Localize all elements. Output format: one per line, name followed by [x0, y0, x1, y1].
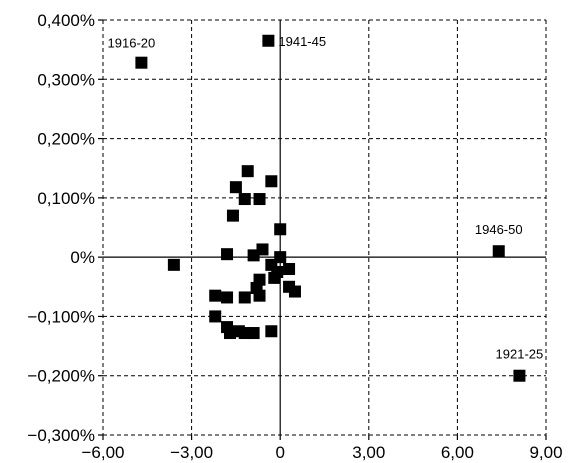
- data-point: [238, 291, 251, 304]
- y-tick-label: 0,200%: [37, 130, 95, 149]
- data-point: [135, 56, 148, 69]
- x-tick-label: −6,00: [81, 443, 124, 462]
- data-point: [274, 223, 287, 236]
- y-tick-label: 0,300%: [37, 70, 95, 89]
- data-point: [283, 263, 296, 275]
- data-point: [268, 271, 281, 284]
- data-point: [167, 258, 180, 271]
- y-tick-label: 0,100%: [37, 189, 95, 208]
- data-point: [238, 193, 251, 206]
- data-point: [253, 289, 266, 302]
- y-tick-label: 0,400%: [37, 11, 95, 30]
- x-tick-label: 9,00: [529, 443, 562, 462]
- y-tick-label: −0,200%: [27, 367, 95, 386]
- data-point: [221, 291, 234, 304]
- point-annotation: 1946-50: [475, 222, 523, 237]
- x-tick-label: −3,00: [170, 443, 213, 462]
- data-point: [209, 310, 222, 323]
- x-tick-labels: −6,00 −3,00 0 3,00 6,00 9,00: [81, 443, 562, 462]
- data-point: [265, 175, 278, 188]
- y-tick-label: 0%: [70, 248, 95, 267]
- data-point: [241, 165, 254, 178]
- data-point: [247, 249, 260, 262]
- data-point: [221, 248, 234, 261]
- data-point: [229, 181, 242, 194]
- x-tick-label: 0: [275, 443, 284, 462]
- grid-lines: [102, 19, 547, 436]
- data-point: [262, 34, 275, 47]
- y-tick-label: −0,300%: [27, 426, 95, 445]
- point-annotations: 1916-20 1941-45 1946-50 1921-25: [108, 34, 544, 362]
- data-point: [253, 193, 266, 206]
- y-tick-label: −0,100%: [27, 307, 95, 326]
- data-point: [492, 245, 505, 258]
- point-annotation: 1921-25: [496, 347, 544, 362]
- x-tick-label: 3,00: [352, 443, 385, 462]
- point-annotation: 1941-45: [278, 34, 326, 49]
- data-point: [247, 327, 260, 340]
- x-tick-label: 6,00: [441, 443, 474, 462]
- y-tick-labels: −0,300% −0,200% −0,100% 0% 0,100% 0,200% 0,300…: [27, 11, 95, 445]
- point-annotation: 1916-20: [108, 36, 156, 51]
- data-point: [209, 289, 222, 302]
- data-points: [135, 34, 526, 382]
- data-point: [513, 369, 526, 382]
- data-point: [226, 209, 239, 222]
- data-point: [288, 285, 301, 298]
- data-point: [265, 325, 278, 338]
